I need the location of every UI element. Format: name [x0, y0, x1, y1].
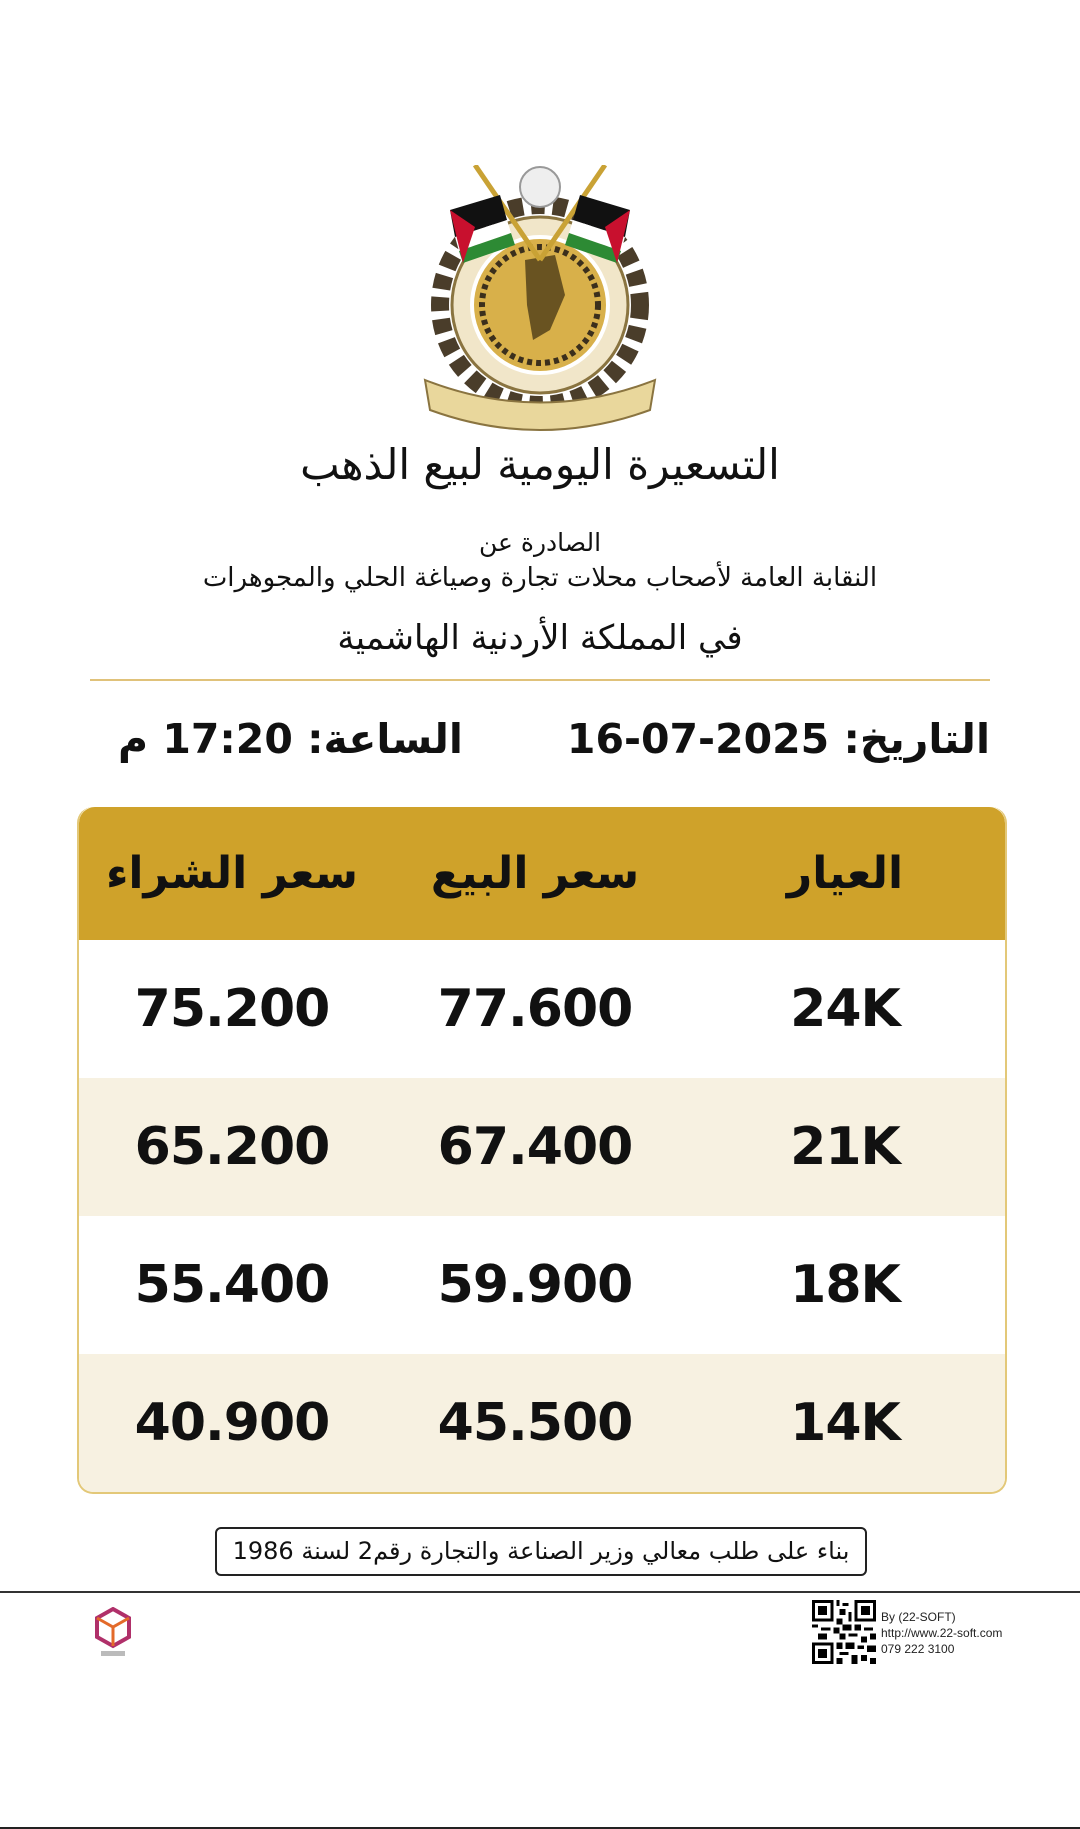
buy-price-cell: 75.200 [134, 979, 331, 1039]
issued-by-label: الصادرة عن [478, 528, 602, 557]
date-label: التاريخ: [843, 715, 990, 763]
karat-cell: 24K [790, 979, 901, 1039]
karat-cell: 21K [790, 1117, 901, 1177]
table-header: العيار سعر البيع سعر الشراء [79, 807, 1005, 940]
22-soft-logo [95, 1607, 131, 1656]
credit-by: By (22-SOFT) [881, 1610, 956, 1624]
page-title: التسعيرة اليومية لبيع الذهب [300, 440, 780, 489]
buy-price-cell: 55.400 [134, 1255, 331, 1315]
date-display: التاريخ: 16-07-2025 [567, 715, 990, 763]
flag-right-icon [565, 195, 630, 263]
sell-price-cell: 67.400 [437, 1117, 634, 1177]
sell-price-cell: 77.600 [437, 979, 634, 1039]
karat-cell: 14K [790, 1393, 901, 1453]
table-row: 18K 59.900 55.400 [79, 1216, 1005, 1354]
syndicate-emblem-logo [423, 165, 657, 431]
ministry-note: بناء على طلب معالي وزير الصناعة والتجارة… [215, 1527, 867, 1576]
gold-price-table: العيار سعر البيع سعر الشراء 24K 77.600 7… [77, 807, 1007, 1494]
date-value: 16-07-2025 [566, 715, 830, 763]
table-row: 21K 67.400 65.200 [79, 1078, 1005, 1216]
time-label: الساعة: [307, 715, 463, 763]
country-name: في المملكة الأردنية الهاشمية [337, 618, 743, 658]
buy-price-cell: 40.900 [134, 1393, 331, 1453]
divider [90, 679, 990, 681]
table-row: 14K 45.500 40.900 [79, 1354, 1005, 1492]
footer-divider [0, 1591, 1080, 1593]
time-value: 17:20 م [118, 715, 293, 763]
karat-cell: 18K [790, 1255, 901, 1315]
flag-left-icon [450, 195, 515, 263]
developer-credits: By (22-SOFT) http://www.22-soft.com 079 … [881, 1609, 1002, 1657]
header-karat: العيار [786, 848, 904, 899]
ribbon-banner [423, 378, 657, 431]
credit-phone: 079 222 3100 [881, 1642, 955, 1656]
sell-price-cell: 45.500 [437, 1393, 634, 1453]
table-row: 24K 77.600 75.200 [79, 940, 1005, 1078]
jordan-map-icon [525, 255, 565, 340]
header-buy-price: سعر الشراء [105, 848, 359, 899]
organization-name: النقابة العامة لأصحاب محلات تجارة وصياغة… [202, 563, 878, 593]
bottom-border [0, 1827, 1080, 1829]
sell-price-cell: 59.900 [437, 1255, 634, 1315]
qr-code[interactable] [812, 1600, 876, 1664]
header-sell-price: سعر البيع [430, 848, 640, 899]
credit-url[interactable]: http://www.22-soft.com [881, 1626, 1003, 1640]
time-display: الساعة: 17:20 م [118, 715, 463, 763]
buy-price-cell: 65.200 [134, 1117, 331, 1177]
diamond-icon [519, 166, 561, 208]
